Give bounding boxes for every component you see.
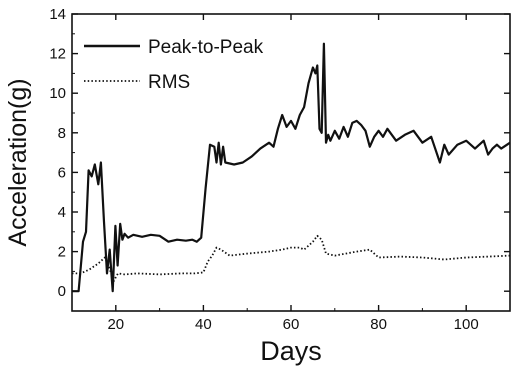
y-tick-label: 0 [58, 283, 66, 300]
x-axis-title: Days [260, 336, 322, 366]
plot-frame [71, 13, 511, 312]
legend-label: RMS [148, 72, 190, 93]
series-layer [72, 42, 511, 293]
y-tick-label: 8 [58, 125, 66, 142]
x-tick-label: 80 [370, 316, 387, 333]
x-tick-label: 100 [454, 316, 479, 333]
legend-label: Peak-to-Peak [148, 37, 264, 58]
y-tick-label: 12 [49, 46, 66, 63]
x-tick-label: 40 [195, 316, 212, 333]
x-axis-ticks: 20 40 60 80 100 [71, 14, 511, 333]
y-axis-title: Acceleration(g) [4, 78, 32, 246]
series-line-peak-to-peak [72, 42, 511, 293]
y-tick-label: 6 [58, 164, 66, 181]
series-line-rms [72, 234, 511, 283]
y-tick-label: 14 [49, 6, 66, 23]
plot-area-border [71, 13, 511, 312]
y-tick-label: 4 [58, 204, 66, 221]
x-tick-label: 60 [283, 316, 300, 333]
legend: Peak-to-Peak RMS [84, 37, 264, 93]
y-tick-label: 10 [49, 85, 66, 102]
y-tick-label: 2 [58, 244, 66, 261]
x-tick-label: 20 [107, 316, 124, 333]
